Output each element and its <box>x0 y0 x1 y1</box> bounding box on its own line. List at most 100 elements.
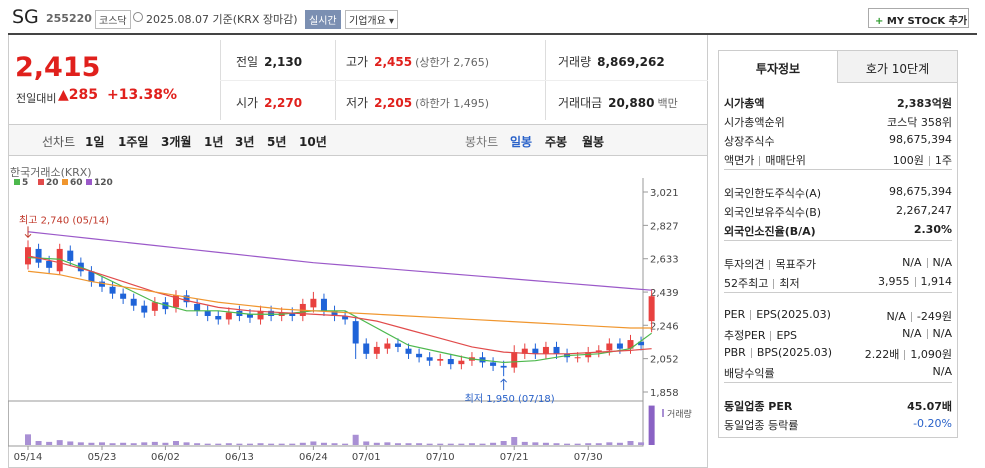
quote-label: 거래량 <box>558 55 592 69</box>
volume-bar <box>553 443 560 445</box>
info-label: 추정PER EPS <box>724 327 797 343</box>
volume-bar <box>638 442 645 445</box>
info-value: -0.20% <box>913 417 952 433</box>
volume-bar <box>373 442 380 445</box>
annotation-arrow <box>500 378 508 391</box>
volume-bar <box>606 442 613 445</box>
volume-bar <box>574 443 581 445</box>
source: 한국거래소(KRX) <box>10 166 92 179</box>
candle-tab[interactable]: 주봉 <box>545 135 568 149</box>
side-tab[interactable]: 투자정보 <box>719 51 838 83</box>
period-tab[interactable]: 3개월 <box>161 135 192 149</box>
company-button[interactable]: 기업개요 ▾ <box>345 10 399 29</box>
candle-body <box>373 346 380 354</box>
info-label: 상장주식수 <box>724 133 775 149</box>
candle-body <box>172 295 179 308</box>
info-value: N/A -249원 <box>886 308 952 324</box>
candle-tab[interactable]: 월봉 <box>582 135 605 149</box>
legend-label: 60 <box>70 178 83 188</box>
info-label: 외국인한도주식수(A) <box>724 185 821 201</box>
quote-value: 2,205 <box>374 96 413 110</box>
candle-body <box>141 305 148 313</box>
info-value: 100원 1주 <box>893 152 952 168</box>
volume-bar <box>521 441 528 445</box>
value-part: N/A <box>902 327 922 340</box>
value-part: 2,383억원 <box>896 97 952 110</box>
period-tab[interactable]: 1일 <box>85 135 105 149</box>
y-tick-label: 2,246 <box>650 321 679 332</box>
top-rule <box>8 33 977 35</box>
realtime-badge[interactable]: 실시간 <box>305 10 341 29</box>
info-label: 시가총액 <box>724 95 764 111</box>
separator <box>769 260 771 270</box>
quote-value: 2,130 <box>264 55 303 69</box>
value-part: 98,675,394 <box>889 185 952 198</box>
candle-body <box>532 348 539 354</box>
volume-bar <box>384 442 391 445</box>
quote-label: 고가 <box>346 55 369 69</box>
info-value: 98,675,394 <box>889 185 952 201</box>
x-tick-label: 05/23 <box>88 452 117 463</box>
section-rule <box>724 382 952 383</box>
mystock-text: MY STOCK 추가 <box>886 16 968 27</box>
ma-line <box>27 255 652 355</box>
label-part: 상장주식수 <box>724 135 775 148</box>
volume-bar <box>490 442 497 445</box>
info-row: 배당수익률 N/A <box>724 365 952 381</box>
volume-bar <box>225 443 232 445</box>
period-tab[interactable]: 10년 <box>299 135 327 149</box>
period-tab[interactable]: 5년 <box>267 135 287 149</box>
info-label: 액면가 매매단위 <box>724 152 806 168</box>
annotation: 최고 2,740 (05/14) <box>19 214 109 226</box>
period-tab[interactable]: 1주일 <box>118 135 149 149</box>
candle-tab[interactable]: 일봉 <box>510 135 533 149</box>
section-rule <box>724 240 952 241</box>
mystock-button[interactable]: + MY STOCK 추가 <box>868 8 969 28</box>
candle-body <box>320 298 327 311</box>
volume-bar <box>98 442 105 445</box>
info-row: 동일업종 등락률 -0.20% <box>724 417 952 433</box>
info-row: 외국인보유주식수(B) 2,267,247 <box>724 204 952 220</box>
period-tab[interactable]: 3년 <box>235 135 255 149</box>
volume-bar <box>532 442 539 445</box>
info-value: 2,383억원 <box>897 95 952 111</box>
x-tick-label: 07/10 <box>426 452 455 463</box>
info-label: 동일업종 등락률 <box>724 417 798 433</box>
volume-bar <box>542 442 549 445</box>
period-tab[interactable]: 1년 <box>204 135 224 149</box>
candle-body <box>616 343 623 349</box>
side-tab[interactable]: 호가 10단계 <box>838 51 957 83</box>
stock-name: SG <box>12 6 39 28</box>
volume-bar <box>56 440 63 445</box>
section-rule <box>724 169 952 170</box>
candle-body <box>553 346 560 354</box>
label-part: 시가총액순위 <box>724 116 785 129</box>
candle-body <box>595 350 602 353</box>
info-row: 투자의견 목표주가 N/A N/A <box>724 256 952 272</box>
candle-body <box>342 315 349 320</box>
volume-bar <box>77 442 84 445</box>
candle-body <box>98 281 105 287</box>
divider <box>220 80 708 81</box>
quote: 거래대금 20,880 백만 <box>558 92 678 111</box>
info-row: PER EPS(2025.03) N/A -249원 <box>724 308 952 324</box>
side-panel <box>718 50 958 438</box>
candle-body <box>542 346 549 354</box>
legend-label: 20 <box>46 178 59 188</box>
volume-bar <box>468 443 475 445</box>
volume-bar <box>595 443 602 445</box>
candle-body <box>638 341 645 346</box>
volume-bar <box>236 443 243 445</box>
volume-bar <box>627 441 634 445</box>
info-value: N/A N/A <box>902 256 952 272</box>
candle-body <box>521 348 528 354</box>
info-label: PER EPS(2025.03) <box>724 308 831 324</box>
candle-body <box>416 353 423 358</box>
info-value: 98,675,394 <box>889 133 952 149</box>
x-tick-label: 07/21 <box>500 452 529 463</box>
separator <box>773 279 775 289</box>
volume-bar <box>194 443 201 445</box>
quote-note: (상한가 2,765) <box>415 56 489 69</box>
volume-bar <box>299 442 306 445</box>
candle-body <box>648 296 655 322</box>
